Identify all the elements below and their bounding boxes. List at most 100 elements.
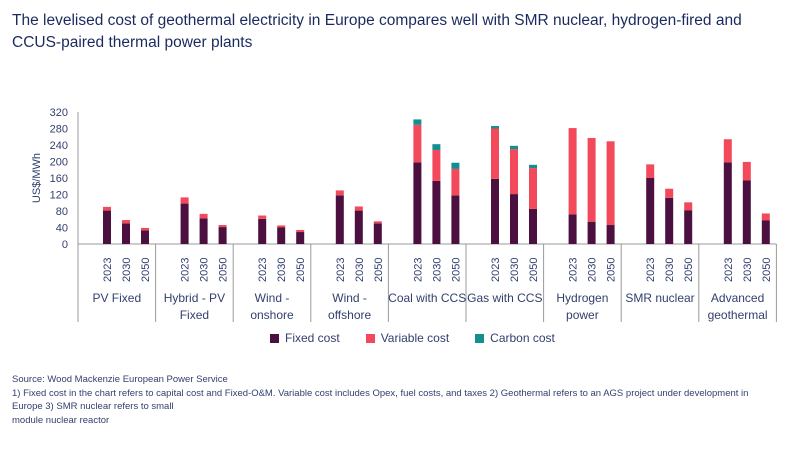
year-tick-label: 2023	[335, 258, 347, 282]
year-tick-label: 2023	[490, 258, 502, 282]
year-tick-label: 2030	[664, 258, 676, 282]
bar-fixed-cost	[684, 210, 693, 244]
year-tick-label: 2023	[412, 258, 424, 282]
bar-variable-cost	[684, 202, 693, 211]
y-tick-label: 0	[62, 239, 68, 251]
bar-fixed-cost	[510, 194, 518, 244]
bar-variable-cost	[606, 141, 615, 226]
bar-variable-cost	[491, 128, 499, 179]
bar-fixed-cost	[373, 223, 382, 244]
y-axis-label: US$/MWh	[31, 153, 43, 203]
category-label: Coal with CCS	[388, 291, 466, 305]
bar-variable-cost	[122, 220, 130, 224]
y-tick-label: 200	[50, 157, 68, 169]
category-label: Fixed	[180, 308, 209, 322]
year-tick-label: 2023	[645, 258, 657, 282]
bar-fixed-cost	[258, 218, 267, 244]
bar-variable-cost	[587, 137, 596, 222]
source-note: Source: Wood Mackenzie European Power Se…	[12, 374, 228, 385]
bar-variable-cost	[510, 149, 518, 195]
bar-variable-cost	[258, 215, 267, 219]
bar-fixed-cost	[413, 162, 422, 244]
bar-fixed-cost	[529, 208, 537, 244]
bar-fixed-cost	[335, 195, 344, 244]
legend-item: Variable cost	[365, 331, 450, 345]
year-tick-label: 2023	[180, 258, 192, 282]
year-tick-label: 2050	[528, 258, 540, 282]
year-tick-label: 2050	[295, 258, 307, 282]
category-label: SMR nuclear	[625, 291, 694, 305]
legend-item: Fixed cost	[270, 331, 340, 345]
bar-variable-cost	[373, 221, 382, 224]
y-tick-label: 320	[50, 107, 68, 119]
bar-variable-cost	[296, 229, 305, 233]
bar-fixed-cost	[218, 227, 227, 244]
legend-label: Variable cost	[380, 331, 450, 345]
bar-variable-cost	[277, 225, 286, 228]
year-tick-label: 2023	[102, 258, 114, 282]
y-tick-label: 160	[50, 173, 68, 185]
bar-fixed-cost	[723, 162, 732, 244]
category-label: onshore	[250, 308, 294, 322]
year-tick-label: 2030	[121, 258, 133, 282]
legend-swatch	[270, 333, 279, 343]
category-label: Advanced	[711, 291, 764, 305]
bar-fixed-cost	[606, 225, 615, 244]
y-tick-label: 120	[50, 190, 68, 202]
bar-variable-cost	[141, 227, 149, 231]
year-tick-label: 2030	[199, 258, 211, 282]
bar-variable-cost	[451, 168, 460, 196]
category-label: PV Fixed	[92, 291, 141, 305]
year-tick-label: 2050	[450, 258, 462, 282]
year-tick-label: 2023	[568, 258, 580, 282]
legend: Fixed cost Variable cost Carbon cost	[270, 331, 555, 345]
bar-fixed-cost	[199, 218, 208, 244]
category-label: Wind -	[332, 291, 367, 305]
category-label: Wind -	[255, 291, 290, 305]
bar-fixed-cost	[354, 210, 363, 244]
category-label: Gas with CCS	[467, 291, 542, 305]
bar-carbon-cost	[413, 119, 422, 125]
year-tick-label: 2023	[257, 258, 269, 282]
bar-fixed-cost	[432, 180, 441, 244]
category-label: offshore	[328, 308, 371, 322]
y-tick-label: 80	[56, 206, 68, 218]
y-tick-label: 40	[56, 223, 68, 235]
year-tick-label: 2050	[218, 258, 230, 282]
footnote-cont: module nuclear reactor	[12, 414, 110, 426]
year-tick-label: 2023	[723, 258, 735, 282]
footnote: 1) Fixed cost in the chart refers to cap…	[12, 387, 749, 413]
legend-swatch	[475, 333, 485, 343]
bar-fixed-cost	[646, 178, 655, 244]
bar-fixed-cost	[491, 178, 499, 244]
bar-fixed-cost	[587, 221, 596, 244]
legend-swatch	[365, 333, 375, 343]
bar-fixed-cost	[103, 210, 111, 244]
year-tick-label: 2050	[606, 258, 618, 282]
year-tick-label: 2050	[140, 258, 152, 282]
bar-variable-cost	[723, 139, 732, 163]
bar-variable-cost	[218, 225, 227, 228]
bar-carbon-cost	[451, 162, 460, 169]
category-label: Hydrogen	[556, 291, 608, 305]
bar-fixed-cost	[296, 232, 305, 244]
bar-variable-cost	[335, 190, 344, 196]
chart-title: The levelised cost of geothermal electri…	[12, 12, 742, 51]
year-tick-label: 2030	[742, 258, 754, 282]
legend-label: Fixed cost	[285, 331, 340, 345]
legend-item: Carbon cost	[475, 331, 555, 345]
year-tick-label: 2030	[276, 258, 288, 282]
bar-variable-cost	[568, 128, 577, 215]
bar-variable-cost	[180, 197, 189, 204]
bar-variable-cost	[761, 213, 770, 221]
year-tick-label: 2030	[587, 258, 599, 282]
year-tick-label: 2050	[761, 258, 773, 282]
year-tick-label: 2050	[373, 258, 385, 282]
stacked-bar-chart: 0 40 80 120 160 200 240 280 320 US$/MWh 2023 2030 20…	[31, 107, 777, 322]
bar-carbon-cost	[491, 126, 499, 129]
bar-fixed-cost	[180, 203, 189, 244]
category-label: geothermal	[708, 308, 768, 322]
bar-fixed-cost	[742, 180, 751, 244]
y-tick-label: 240	[50, 140, 68, 152]
bar-variable-cost	[665, 188, 674, 198]
